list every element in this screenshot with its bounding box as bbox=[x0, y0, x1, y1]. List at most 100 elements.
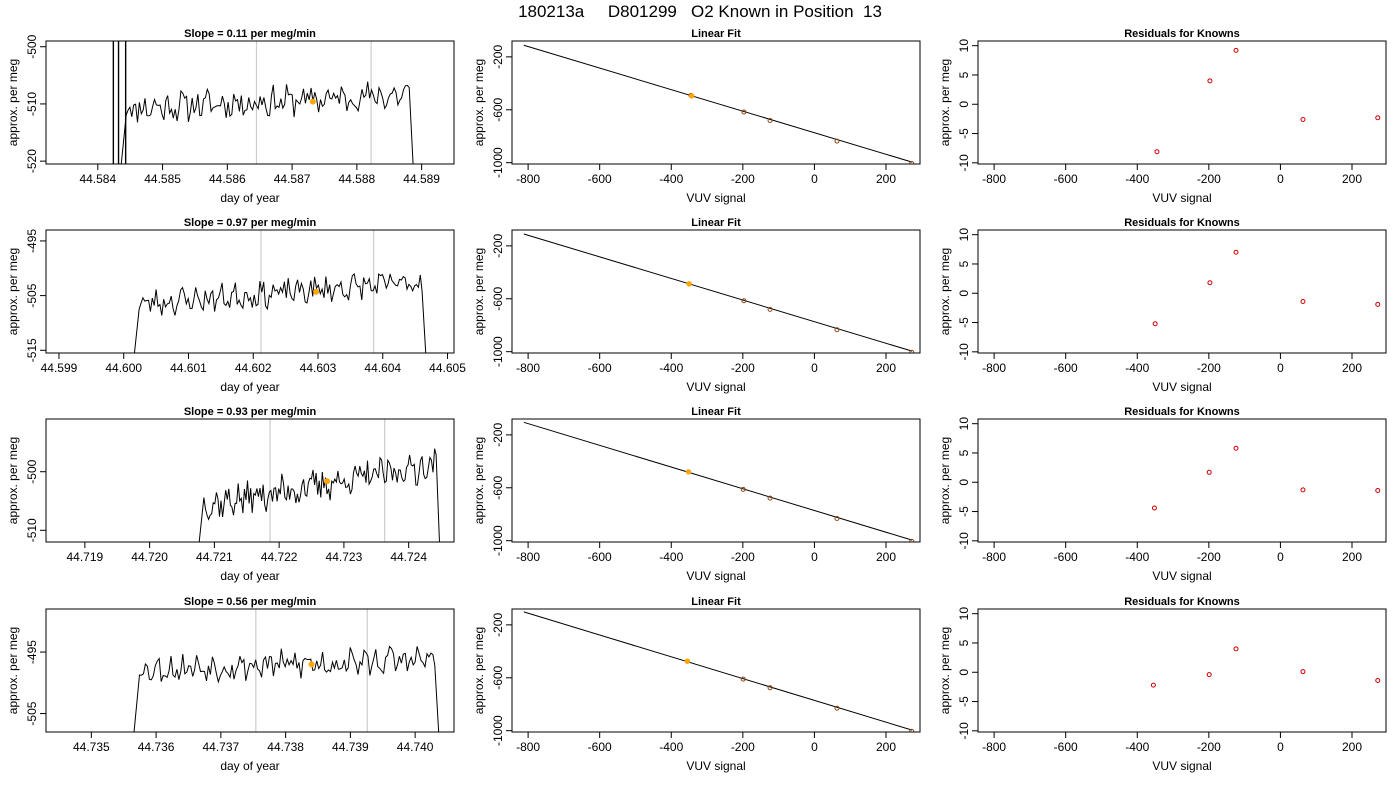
y-tick-label: -200 bbox=[491, 234, 505, 258]
x-tick-label: 44.599 bbox=[41, 361, 78, 375]
residual-point bbox=[1300, 298, 1306, 304]
y-tick-label: -520 bbox=[25, 149, 39, 173]
x-axis-label: VUV signal bbox=[686, 380, 745, 394]
y-tick-label: -10 bbox=[957, 154, 971, 172]
x-tick-label: -600 bbox=[1054, 550, 1078, 564]
x-tick-label: 44.736 bbox=[138, 740, 175, 754]
residual-point bbox=[1300, 116, 1306, 122]
known-point bbox=[909, 728, 915, 732]
x-tick-label: -600 bbox=[1054, 172, 1078, 186]
known-point bbox=[767, 306, 773, 312]
highlight-point bbox=[308, 661, 315, 668]
known-point bbox=[834, 138, 840, 144]
highlight-point bbox=[313, 288, 320, 295]
panel-title: Slope = 0.11 per meg/min bbox=[184, 28, 316, 40]
known-point bbox=[767, 117, 773, 123]
panel-title: Slope = 0.93 per meg/min bbox=[184, 406, 317, 418]
x-axis-label: VUV signal bbox=[686, 569, 745, 583]
y-tick-label: -200 bbox=[491, 423, 505, 447]
x-tick-label: 44.603 bbox=[300, 361, 337, 375]
x-tick-label: -200 bbox=[731, 740, 755, 754]
x-tick-label: 44.722 bbox=[261, 550, 298, 564]
known-point bbox=[834, 327, 840, 333]
y-tick-label: 5 bbox=[957, 449, 971, 456]
x-tick-label: -800 bbox=[516, 740, 540, 754]
panel-residuals-2: Residuals for Knowns VUV signal approx. pe… bbox=[938, 217, 1387, 394]
x-tick-label: 200 bbox=[876, 550, 896, 564]
fit-line bbox=[523, 233, 913, 352]
residual-point bbox=[1300, 669, 1306, 675]
y-axis-label: approx. per meg bbox=[938, 59, 952, 146]
x-tick-label: -600 bbox=[588, 740, 612, 754]
plot-frame bbox=[45, 608, 455, 733]
y-tick-label: 10 bbox=[957, 39, 971, 53]
panel-title: Residuals for Knowns bbox=[1124, 596, 1240, 608]
residual-point bbox=[1206, 469, 1212, 475]
x-tick-label: 44.735 bbox=[73, 740, 110, 754]
y-tick-label: -5 bbox=[957, 128, 971, 139]
y-axis-label: approx. per meg bbox=[472, 248, 486, 335]
x-tick-label: 0 bbox=[1277, 550, 1284, 564]
y-tick-label: -10 bbox=[957, 343, 971, 361]
x-tick-label: 200 bbox=[1342, 740, 1362, 754]
highlight-point bbox=[684, 658, 691, 664]
y-axis-label: approx. per meg bbox=[938, 248, 952, 335]
y-tick-label: 5 bbox=[957, 260, 971, 267]
y-tick-label: 10 bbox=[957, 228, 971, 242]
y-tick-label: -5 bbox=[957, 506, 971, 517]
y-tick-label: 0 bbox=[957, 290, 971, 297]
x-tick-label: 200 bbox=[1342, 172, 1362, 186]
y-tick-label: -505 bbox=[25, 283, 39, 307]
residual-point bbox=[1233, 445, 1239, 451]
x-tick-label: 44.584 bbox=[79, 172, 116, 186]
signal-trace bbox=[133, 272, 427, 353]
fit-line bbox=[523, 611, 913, 731]
x-axis-label: VUV signal bbox=[1152, 759, 1211, 773]
x-axis-label: VUV signal bbox=[686, 191, 745, 205]
x-tick-label: 0 bbox=[1277, 361, 1284, 375]
x-tick-label: -400 bbox=[659, 361, 683, 375]
y-tick-label: -600 bbox=[491, 286, 505, 310]
fit-line bbox=[523, 421, 913, 541]
panel-title: Residuals for Knowns bbox=[1124, 406, 1240, 418]
x-tick-label: 44.605 bbox=[429, 361, 466, 375]
panel-title: Linear Fit bbox=[691, 28, 741, 40]
x-tick-label: -400 bbox=[1125, 172, 1149, 186]
x-tick-label: 200 bbox=[1342, 361, 1362, 375]
plot-frame bbox=[45, 229, 455, 354]
known-point bbox=[909, 538, 915, 542]
x-tick-label: -800 bbox=[982, 172, 1006, 186]
plot-frame bbox=[511, 608, 921, 733]
y-tick-label: -515 bbox=[25, 338, 39, 362]
y-tick-label: -1000 bbox=[491, 525, 505, 556]
known-point bbox=[740, 486, 746, 492]
known-point bbox=[909, 349, 915, 353]
y-tick-label: -495 bbox=[25, 229, 39, 253]
x-tick-label: -800 bbox=[982, 550, 1006, 564]
x-tick-label: -800 bbox=[516, 361, 540, 375]
x-tick-label: -200 bbox=[1197, 172, 1221, 186]
x-tick-label: -400 bbox=[659, 172, 683, 186]
residual-point bbox=[1150, 682, 1156, 688]
highlight-point bbox=[324, 478, 331, 485]
y-tick-label: -600 bbox=[491, 475, 505, 499]
residual-point bbox=[1375, 301, 1381, 307]
x-tick-label: 200 bbox=[876, 172, 896, 186]
x-tick-label: 44.738 bbox=[267, 740, 304, 754]
y-tick-label: -1000 bbox=[491, 336, 505, 367]
panel-time-series-2: Slope = 0.97 per meg/min day of year appro… bbox=[6, 217, 466, 394]
x-tick-label: 44.604 bbox=[364, 361, 401, 375]
y-axis-label: approx. per meg bbox=[472, 437, 486, 524]
highlight-point bbox=[686, 281, 692, 287]
x-axis-label: VUV signal bbox=[1152, 380, 1211, 394]
residual-point bbox=[1300, 487, 1306, 493]
y-axis-label: approx. per meg bbox=[472, 627, 486, 714]
y-tick-label: 10 bbox=[957, 417, 971, 431]
x-tick-label: 44.602 bbox=[235, 361, 272, 375]
fit-line bbox=[523, 44, 913, 163]
signal-trace bbox=[120, 81, 414, 164]
x-tick-label: 44.600 bbox=[105, 361, 142, 375]
residual-point bbox=[1151, 505, 1157, 511]
plot-frame bbox=[511, 229, 921, 354]
